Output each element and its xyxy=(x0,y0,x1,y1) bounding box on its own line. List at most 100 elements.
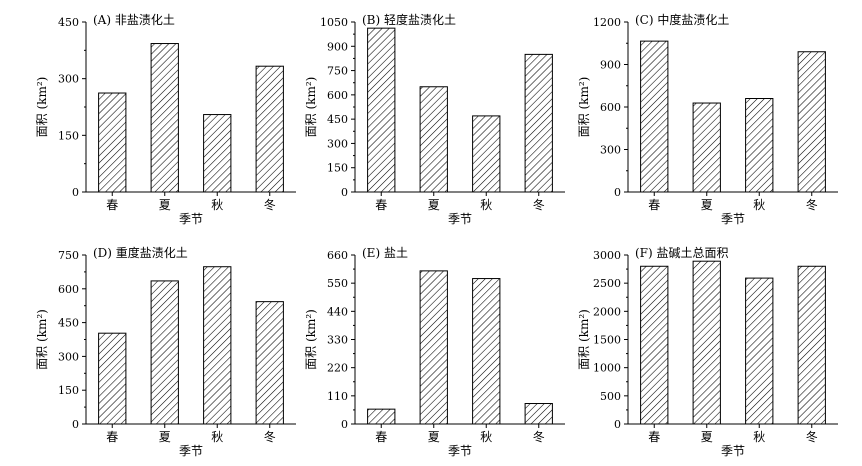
x-tick-label: 秋 xyxy=(753,198,765,212)
chart-panel-5: 0 110 220 330 440 550 660 春 夏 秋 冬季节 面积 (km²) (E) 盐土 xyxy=(304,246,565,458)
chart-panel-1: 0 150 300 450 春 夏 秋 冬季节 面积 (km²) (A) 非盐渍化土 xyxy=(35,13,296,226)
x-axis-title: 季节 xyxy=(448,212,472,226)
bar-4 xyxy=(524,53,553,193)
y-tick-label: 450 xyxy=(58,16,79,29)
chart-panel-2: 0 150 300 450 600 750 900 1050 春 夏 秋 冬季节 面积 (km²) (B)… xyxy=(304,12,565,226)
y-tick-label: 300 xyxy=(58,73,79,86)
y-tick-label: 750 xyxy=(58,249,79,262)
panel-title: (C) 中度盐渍化土 xyxy=(635,12,729,27)
bar-4 xyxy=(255,65,284,193)
x-tick-label: 秋 xyxy=(480,198,492,212)
y-tick-label: 0 xyxy=(72,186,79,199)
bar-1 xyxy=(98,92,127,193)
x-tick-label: 冬 xyxy=(264,429,276,444)
x-tick-label: 冬 xyxy=(806,429,818,444)
x-tick-label: 秋 xyxy=(211,430,223,444)
panel-title: (E) 盐土 xyxy=(362,246,408,260)
panel-title: (B) 轻度盐渍化土 xyxy=(362,12,456,27)
bar-3 xyxy=(745,98,774,193)
x-axis-title: 季节 xyxy=(179,212,203,226)
y-tick-label: 150 xyxy=(327,162,348,175)
y-axis-title: 面积 (km²) xyxy=(35,77,49,138)
x-tick-label: 春 xyxy=(375,430,387,444)
x-axis-title: 季节 xyxy=(721,212,745,226)
y-tick-label: 600 xyxy=(600,101,621,114)
y-tick-label: 2500 xyxy=(593,277,621,290)
bar-1 xyxy=(367,27,396,193)
bar-4 xyxy=(797,265,826,425)
x-tick-label: 夏 xyxy=(428,198,440,212)
x-tick-label: 春 xyxy=(106,430,118,444)
x-tick-label: 夏 xyxy=(428,430,440,444)
bar-1 xyxy=(367,408,396,425)
bar-2 xyxy=(692,260,721,425)
y-tick-label: 2000 xyxy=(593,305,621,318)
y-tick-label: 300 xyxy=(327,137,348,150)
y-tick-label: 440 xyxy=(327,305,348,318)
x-tick-label: 冬 xyxy=(806,197,818,212)
chart-panel-3: 0 300 600 900 1200 春 夏 秋 冬季节 面积 (km²) (C) 中度盐渍化土 xyxy=(577,12,838,226)
y-tick-label: 1000 xyxy=(593,362,621,375)
y-tick-label: 1500 xyxy=(593,334,621,347)
panel-title: (F) 盐碱土总面积 xyxy=(635,246,729,260)
x-tick-label: 秋 xyxy=(753,430,765,444)
bar-1 xyxy=(640,40,669,193)
x-axis-title: 季节 xyxy=(721,444,745,458)
y-tick-label: 150 xyxy=(58,129,79,142)
y-tick-label: 450 xyxy=(327,113,348,126)
y-tick-label: 450 xyxy=(58,317,79,330)
bar-3 xyxy=(203,266,232,425)
y-tick-label: 220 xyxy=(327,362,348,375)
y-tick-label: 300 xyxy=(600,144,621,157)
panel-title: (A) 非盐渍化土 xyxy=(93,13,175,27)
x-tick-label: 夏 xyxy=(701,430,713,444)
x-tick-label: 冬 xyxy=(264,197,276,212)
bar-4 xyxy=(255,301,284,425)
x-tick-label: 冬 xyxy=(533,197,545,212)
y-tick-label: 300 xyxy=(58,350,79,363)
bar-3 xyxy=(472,115,501,193)
bar-2 xyxy=(419,86,448,193)
x-tick-label: 秋 xyxy=(211,198,223,212)
x-tick-label: 夏 xyxy=(701,198,713,212)
bar-2 xyxy=(150,280,179,425)
y-tick-label: 3000 xyxy=(593,249,621,262)
chart-panel-4: 0 150 300 450 600 750 春 夏 秋 冬季节 面积 (km²) (D) 重度盐渍化土 xyxy=(35,245,296,458)
x-tick-label: 夏 xyxy=(159,430,171,444)
y-tick-label: 600 xyxy=(58,283,79,296)
x-tick-label: 春 xyxy=(648,430,660,444)
y-tick-label: 330 xyxy=(327,334,348,347)
y-tick-label: 550 xyxy=(327,277,348,290)
bar-1 xyxy=(640,265,669,425)
y-tick-label: 0 xyxy=(341,418,348,431)
y-tick-label: 750 xyxy=(327,65,348,78)
y-tick-label: 900 xyxy=(600,59,621,72)
y-tick-label: 500 xyxy=(600,390,621,403)
bar-2 xyxy=(150,43,179,193)
panel-title: (D) 重度盐渍化土 xyxy=(93,245,188,260)
y-axis-title: 面积 (km²) xyxy=(35,309,49,370)
y-axis-title: 面积 (km²) xyxy=(577,309,591,370)
bar-4 xyxy=(797,51,826,193)
y-tick-label: 1050 xyxy=(320,16,348,29)
bar-4 xyxy=(524,403,553,425)
bar-2 xyxy=(419,270,448,425)
y-tick-label: 0 xyxy=(614,186,621,199)
x-tick-label: 春 xyxy=(648,198,660,212)
x-tick-label: 夏 xyxy=(159,198,171,212)
chart-panel-6: 0 500 1000 1500 2000 2500 3000 春 夏 秋 冬季节 面积 (km²) (F… xyxy=(577,246,838,458)
bar-3 xyxy=(745,277,774,425)
y-axis-title: 面积 (km²) xyxy=(577,77,591,138)
y-tick-label: 0 xyxy=(72,418,79,431)
y-axis-title: 面积 (km²) xyxy=(304,309,318,370)
y-tick-label: 150 xyxy=(58,384,79,397)
x-axis-title: 季节 xyxy=(448,444,472,458)
y-axis-title: 面积 (km²) xyxy=(304,77,318,138)
y-tick-label: 110 xyxy=(327,390,348,403)
x-tick-label: 冬 xyxy=(533,429,545,444)
y-tick-label: 0 xyxy=(614,418,621,431)
x-tick-label: 春 xyxy=(106,198,118,212)
x-axis-title: 季节 xyxy=(179,444,203,458)
bar-1 xyxy=(98,332,127,425)
